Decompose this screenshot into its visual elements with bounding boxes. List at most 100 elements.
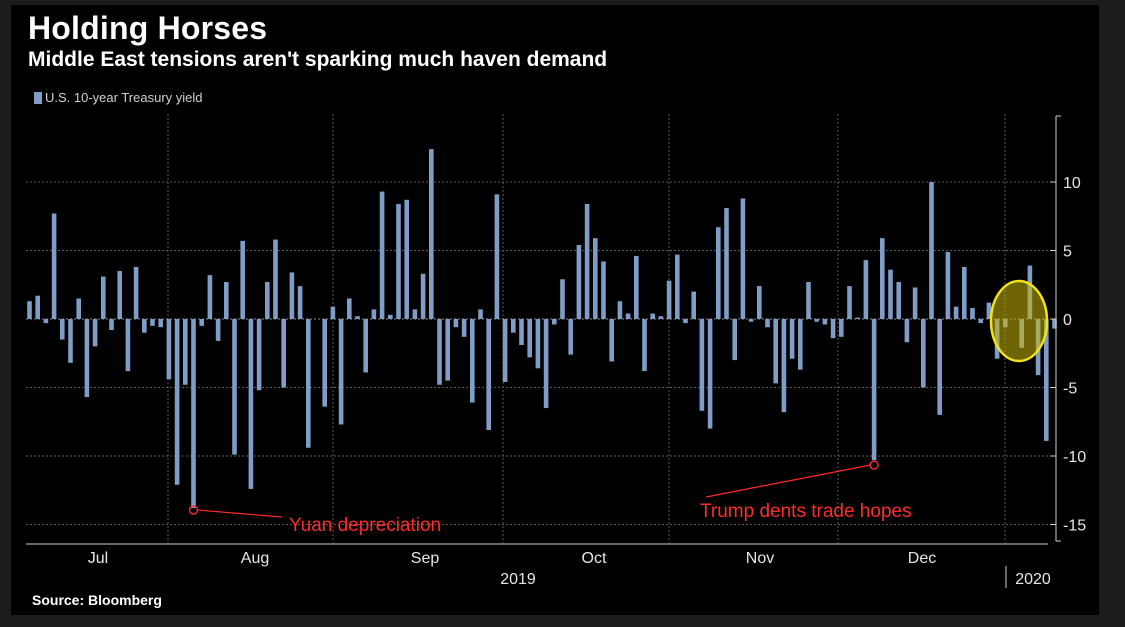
data-bar <box>51 213 57 319</box>
y-tick-label: -5 <box>1063 381 1077 398</box>
data-bar <box>92 319 98 347</box>
data-bar <box>543 319 549 409</box>
data-bar <box>404 199 409 319</box>
data-bar <box>166 319 172 380</box>
source-note: Source: Bloomberg <box>32 592 162 608</box>
data-bar <box>945 251 951 319</box>
data-bar <box>912 287 918 319</box>
data-bar <box>535 319 541 369</box>
data-bar <box>1044 319 1049 441</box>
data-bar <box>584 203 590 319</box>
annotation-layer: Yuan depreciation Trump dents trade hopes <box>188 279 1049 536</box>
x-month-label: Oct <box>582 550 607 567</box>
data-bar <box>338 319 344 425</box>
y-tick-label: -15 <box>1063 518 1086 535</box>
chart-title: Holding Horses <box>28 10 268 46</box>
data-bar <box>68 319 73 363</box>
data-bar <box>109 319 114 330</box>
data-bar <box>871 319 877 461</box>
bar-layer <box>27 149 1057 509</box>
data-bar <box>412 309 418 319</box>
data-bar <box>568 319 573 355</box>
axis-layer: -15 -10 -5 0 5 10 Jul Aug Sep Oct Nov Dec 2019 2020 <box>26 115 1086 588</box>
data-bar <box>60 319 65 340</box>
data-bar <box>724 208 729 319</box>
data-bar <box>371 309 377 319</box>
data-bar <box>560 279 565 319</box>
data-bar <box>576 245 582 319</box>
data-bar <box>396 203 401 319</box>
data-bar <box>986 302 992 319</box>
data-bar <box>519 319 524 346</box>
data-bar <box>863 260 869 319</box>
data-bar <box>953 306 959 319</box>
legend-label: U.S. 10-year Treasury yield <box>45 90 203 105</box>
data-bar <box>388 314 393 319</box>
data-bar <box>962 266 967 319</box>
data-bar <box>839 319 844 337</box>
data-bar <box>691 291 696 319</box>
data-bar <box>527 319 532 358</box>
x-month-label: Jul <box>88 550 108 567</box>
data-bar <box>822 319 828 325</box>
data-bar <box>265 282 270 319</box>
data-bar <box>773 319 778 384</box>
data-bar <box>798 319 803 370</box>
data-bar <box>716 227 721 319</box>
data-bar <box>478 309 483 319</box>
annotation-leader-line <box>197 509 283 518</box>
data-bar <box>215 319 221 341</box>
data-bar <box>757 286 762 319</box>
data-bar <box>896 282 901 319</box>
data-bar <box>133 266 139 319</box>
data-bar <box>240 240 245 319</box>
annotation-leader-line <box>705 464 871 498</box>
data-bar <box>191 319 196 509</box>
data-bar <box>642 319 647 372</box>
data-bar <box>740 198 746 319</box>
data-bar <box>437 319 442 385</box>
chart-subtitle: Middle East tensions aren't sparking muc… <box>28 48 608 71</box>
data-bar <box>76 298 81 319</box>
data-bar <box>297 286 303 319</box>
data-bar <box>142 319 147 333</box>
data-bar <box>880 238 885 319</box>
data-bar <box>617 301 623 319</box>
data-bar <box>921 319 926 388</box>
data-bar <box>199 319 204 326</box>
data-bar <box>781 319 787 413</box>
data-bar <box>855 317 860 319</box>
data-bar <box>502 319 508 383</box>
x-month-label: Dec <box>908 550 936 567</box>
data-bar <box>174 319 180 485</box>
data-bar <box>806 282 811 319</box>
data-bar <box>379 191 385 319</box>
chart-legend: U.S. 10-year Treasury yield <box>34 90 203 105</box>
data-bar <box>256 319 262 391</box>
data-bar <box>183 319 188 385</box>
data-bar <box>904 319 910 343</box>
data-bar <box>273 239 278 319</box>
x-year-label: 2019 <box>500 571 536 588</box>
data-bar <box>814 319 819 322</box>
data-bar <box>84 319 90 398</box>
data-bar <box>847 286 852 319</box>
data-bar <box>429 149 434 319</box>
data-bar <box>355 316 360 319</box>
data-bar <box>625 313 631 319</box>
x-year-label: 2020 <box>1015 571 1051 588</box>
data-bar <box>765 319 770 328</box>
annotation-marker <box>188 505 199 515</box>
data-bar <box>650 313 655 319</box>
data-bar <box>707 319 713 429</box>
data-bar <box>683 319 688 324</box>
data-bar <box>748 319 754 322</box>
data-bar <box>609 319 614 362</box>
data-bar <box>420 273 426 319</box>
data-bar <box>150 319 155 326</box>
data-bar <box>552 319 557 325</box>
data-bar <box>888 269 893 319</box>
data-bar <box>158 319 163 328</box>
data-bar <box>35 295 40 319</box>
